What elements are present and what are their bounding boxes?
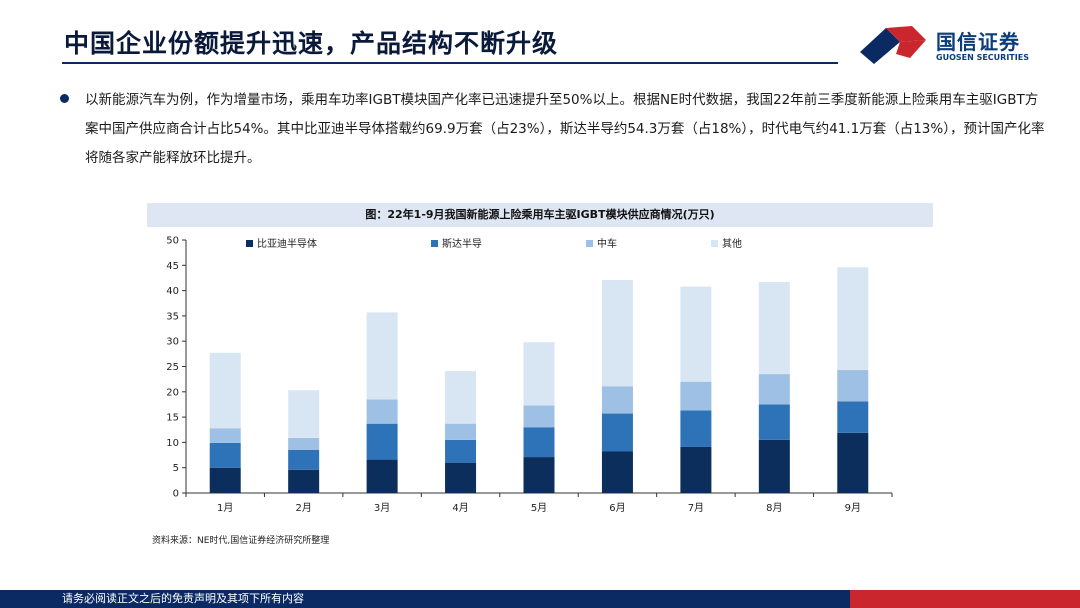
- y-tick-label: 25: [166, 362, 179, 373]
- bar-segment: [288, 449, 320, 470]
- x-tick-label: 7月: [688, 502, 704, 514]
- bar-segment: [758, 404, 790, 440]
- x-tick-label: 1月: [217, 502, 233, 514]
- brand-logo: 国信证券 GUOSEN SECURITIES: [856, 22, 1036, 66]
- page-title: 中国企业份额提升迅速，产品结构不断升级: [64, 29, 559, 58]
- bar-segment: [523, 342, 555, 406]
- bar-segment: [758, 281, 790, 375]
- bullet-icon: [60, 94, 69, 103]
- bar-segment: [209, 428, 241, 443]
- source-note: 资料来源：NE时代,国信证券经济研究所整理: [152, 536, 330, 546]
- x-tick-label: 2月: [295, 502, 311, 514]
- y-tick-label: 45: [166, 261, 179, 272]
- y-tick-label: 40: [166, 286, 179, 297]
- bar-segment: [680, 410, 712, 447]
- bar-segment: [523, 405, 555, 428]
- chart-title: 图：22年1-9月我国新能源上险乘用车主驱IGBT模块供应商情况(万只): [365, 208, 715, 221]
- y-tick-label: 35: [166, 311, 179, 322]
- bar-segment: [445, 371, 477, 424]
- bar-segment: [366, 423, 398, 460]
- bar-segment: [523, 427, 555, 458]
- x-tick-label: 6月: [609, 502, 625, 514]
- brand-name-cn: 国信证券: [936, 30, 1020, 54]
- legend-swatch: [711, 240, 718, 247]
- legend-label: 中车: [597, 237, 617, 250]
- bar-segment: [601, 451, 633, 493]
- bar-segment: [445, 423, 477, 440]
- legend-swatch: [246, 240, 253, 247]
- x-tick-label: 5月: [531, 502, 547, 514]
- bar-segment: [680, 381, 712, 411]
- title-divider: [62, 62, 838, 64]
- x-tick-label: 4月: [452, 502, 468, 514]
- bar-segment: [366, 459, 398, 493]
- y-tick-label: 20: [166, 387, 179, 398]
- chart-caption-bar: 图：22年1-9月我国新能源上险乘用车主驱IGBT模块供应商情况(万只): [147, 203, 933, 227]
- footer-bar: 请务必阅读正文之后的免责声明及其项下所有内容: [0, 590, 1080, 608]
- bar-segment: [209, 352, 241, 429]
- y-tick-label: 5: [173, 463, 179, 474]
- bar-segment: [523, 457, 555, 493]
- bar-segment: [288, 390, 320, 438]
- bar-segment: [445, 439, 477, 463]
- bar-segment: [601, 413, 633, 452]
- bar-segment: [366, 312, 398, 400]
- legend-swatch: [586, 240, 593, 247]
- x-tick-label: 9月: [845, 502, 861, 514]
- bar-segment: [445, 462, 477, 493]
- bar-segment: [680, 286, 712, 382]
- bar-segment: [209, 467, 241, 493]
- y-tick-label: 15: [166, 413, 179, 424]
- footer-disclaimer: 请务必阅读正文之后的免责声明及其项下所有内容: [62, 592, 304, 605]
- bar-segment: [837, 267, 869, 371]
- stacked-bar-chart: 0 5 10 15 20 25 30 35 40 45 50 1月 2月 3月 4月 5月 6月 7月 8月 9月 比亚…: [166, 236, 893, 514]
- bar-segment: [680, 446, 712, 493]
- y-tick-label: 0: [173, 489, 179, 500]
- legend-label: 比亚迪半导体: [257, 237, 317, 250]
- bar-segment: [209, 442, 241, 468]
- y-tick-label: 10: [166, 438, 179, 449]
- y-tick-label: 30: [166, 337, 179, 348]
- bar-segment: [758, 374, 790, 405]
- legend-swatch: [431, 240, 438, 247]
- bar-segment: [837, 432, 869, 493]
- y-tick-label: 50: [166, 236, 179, 247]
- footer-accent: [850, 590, 1080, 608]
- brand-emblem-icon: [860, 26, 926, 64]
- bar-segment: [288, 437, 320, 450]
- bar-segment: [758, 439, 790, 493]
- bar-segment: [601, 386, 633, 414]
- x-tick-label: 3月: [374, 502, 390, 514]
- bar-segment: [837, 401, 869, 433]
- bar-segment: [601, 279, 633, 387]
- bar-segment: [837, 370, 869, 402]
- legend-label: 斯达半导: [442, 237, 482, 250]
- bar-segment: [288, 469, 320, 493]
- bullet-paragraph: 以新能源汽车为例，作为增量市场，乘用车功率IGBT模块国产化率已迅速提升至50%…: [85, 92, 1045, 166]
- bar-segment: [366, 399, 398, 424]
- x-tick-label: 8月: [766, 502, 782, 514]
- brand-name-en: GUOSEN SECURITIES: [936, 53, 1029, 62]
- legend-label: 其他: [722, 237, 742, 250]
